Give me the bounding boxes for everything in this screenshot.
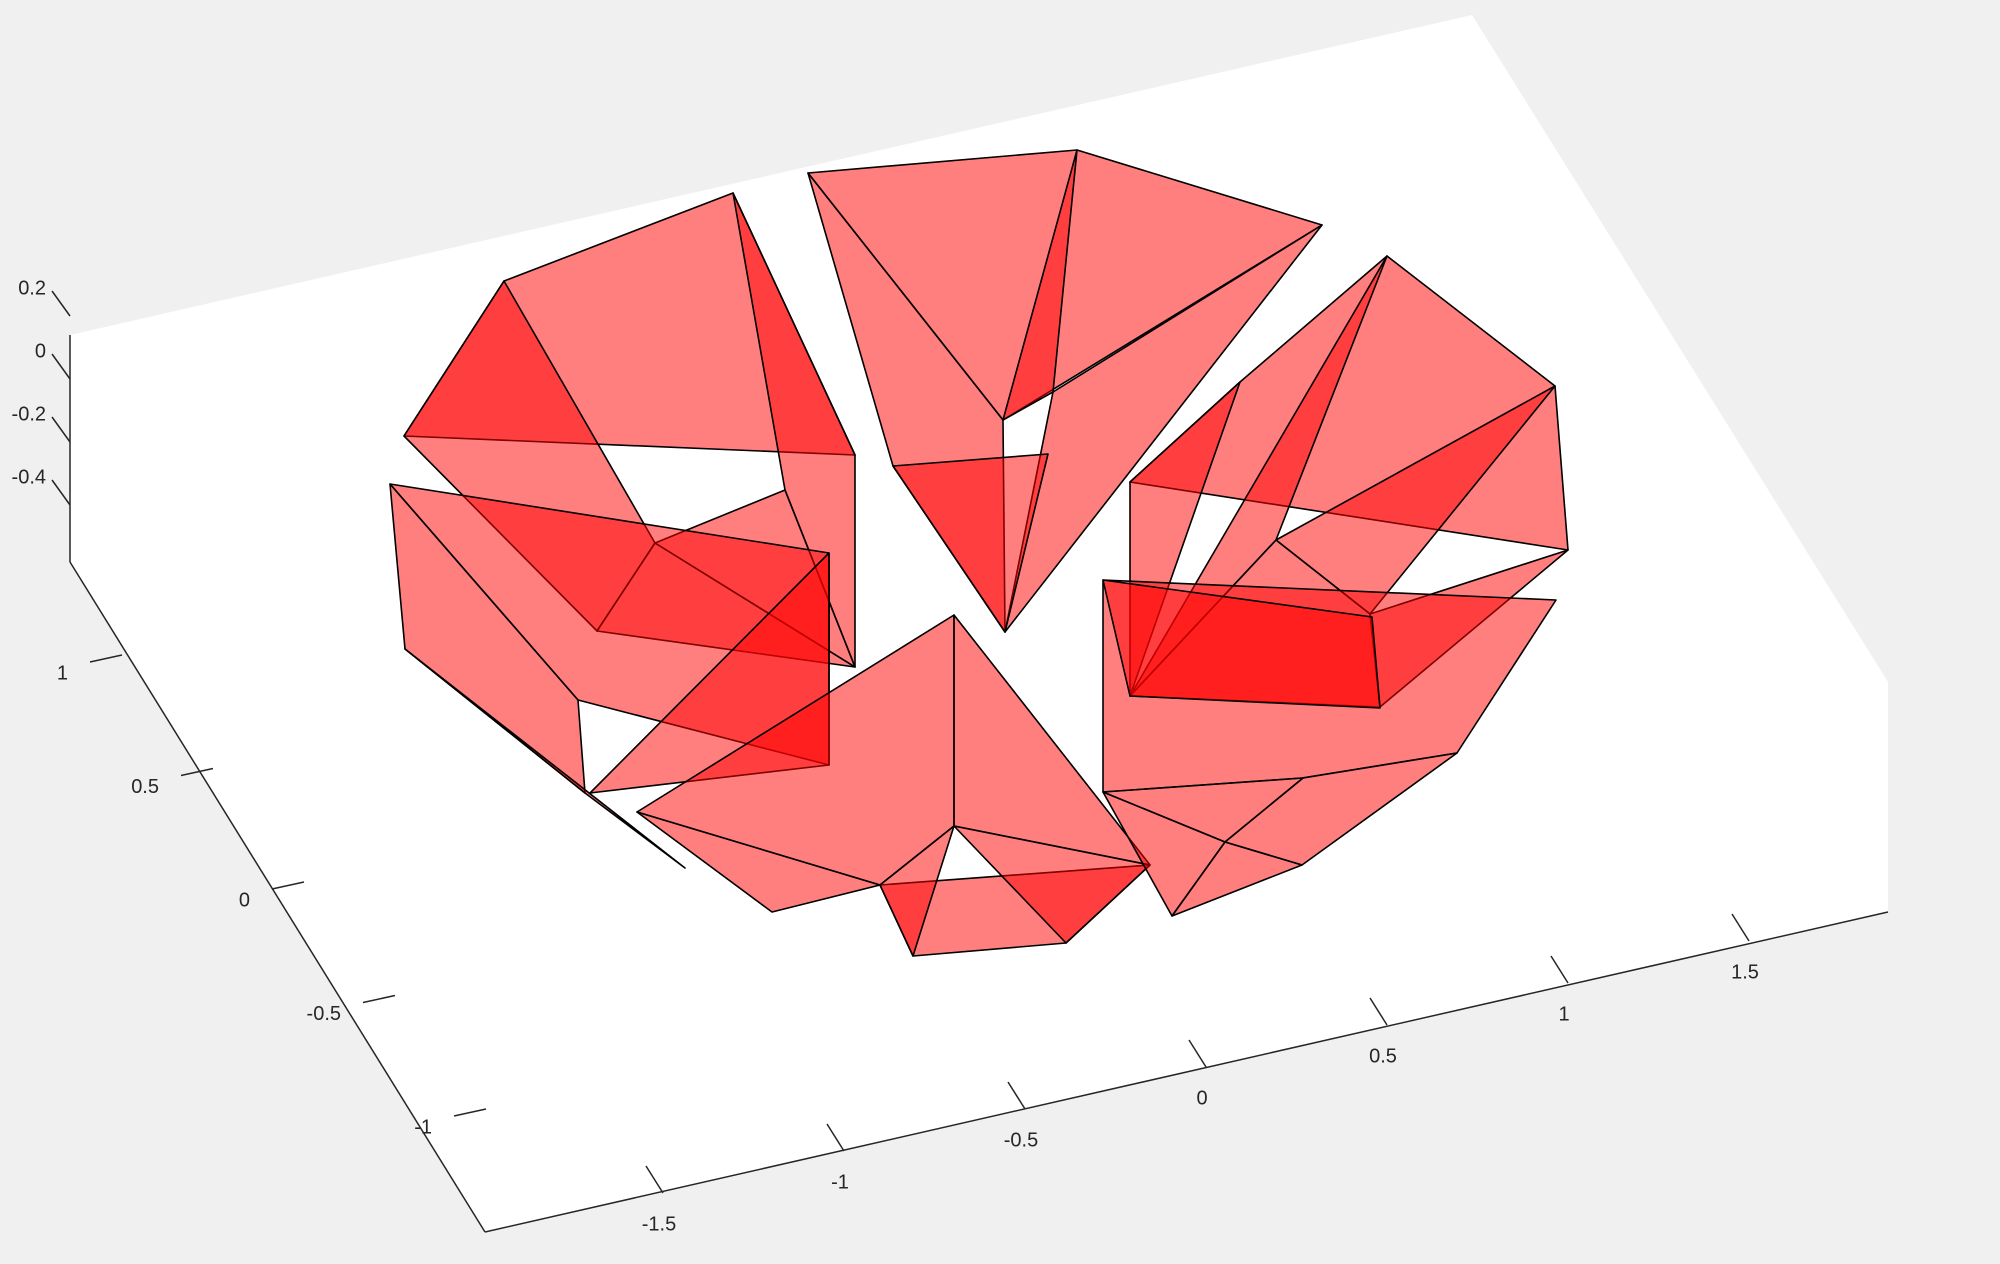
x-tick [1369, 997, 1388, 1026]
y-tick [89, 654, 123, 663]
x-tick-label: 0 [1196, 1087, 1207, 1109]
face [953, 825, 1151, 944]
face [1102, 579, 1381, 709]
y-tick-label: 0.5 [131, 776, 159, 798]
x-tick [1188, 1039, 1207, 1068]
segment-bottom [636, 614, 1151, 957]
y-tick [362, 994, 396, 1004]
x-tick [1007, 1081, 1026, 1110]
x-tick [1550, 955, 1569, 984]
x-tick-label: 0.5 [1369, 1045, 1397, 1067]
face [636, 811, 881, 913]
segment-top [807, 149, 1323, 633]
face [1171, 841, 1303, 917]
x-tick [645, 1165, 664, 1194]
y-tick-label: -0.5 [307, 1003, 341, 1025]
z-tick [51, 479, 71, 506]
z-tick [51, 290, 71, 317]
z-tick [51, 353, 71, 380]
y-tick-label: 0 [239, 889, 250, 911]
x-tick-label: -1 [831, 1171, 849, 1193]
face [1002, 149, 1078, 421]
y-tick [271, 881, 305, 890]
x-tick-label: -0.5 [1004, 1129, 1038, 1151]
x-tick-label: 1.5 [1731, 961, 1759, 983]
y-tick [180, 767, 214, 777]
y-tick [453, 1108, 487, 1117]
z-tick-label: 0.2 [18, 277, 46, 299]
x-tick-label: -1.5 [642, 1213, 676, 1235]
solids [389, 149, 1569, 957]
x-tick [826, 1123, 845, 1152]
x-axis-line [484, 911, 1889, 1233]
y-tick-label: 1 [57, 662, 68, 684]
face [879, 825, 955, 957]
y-axis-line [69, 561, 486, 1233]
face [404, 648, 686, 869]
face [892, 453, 1049, 633]
y-tick-label: -1 [414, 1116, 432, 1138]
z-tick-label: -0.4 [12, 466, 46, 488]
tick-group: -1.5 -1 -0.5 0 0.5 1 1.5 -1 -0.5 0 0.5 1 0.2 0 -0.2 -0.… [12, 277, 1759, 1235]
z-tick-label: 0 [35, 340, 46, 362]
z-tick-label: -0.2 [12, 403, 46, 425]
z-tick [51, 416, 71, 443]
x-tick-label: 1 [1558, 1003, 1569, 1025]
x-tick [1731, 913, 1750, 942]
segment-lower-right [1102, 579, 1557, 917]
